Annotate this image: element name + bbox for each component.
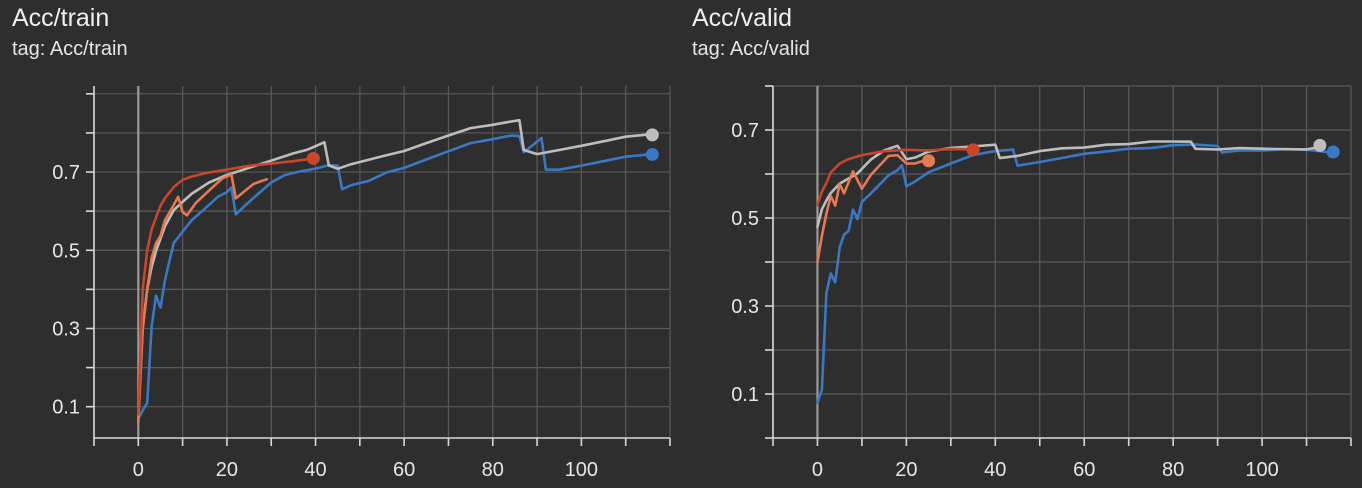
x-tick-label: 20 [895, 459, 917, 481]
chart-title: Acc/valid [692, 4, 793, 32]
series-end-marker [922, 154, 936, 168]
y-tick-label: 0.3 [52, 318, 80, 340]
chart-subtitle: tag: Acc/valid [692, 38, 810, 60]
y-tick-label: 0.3 [731, 296, 759, 318]
series-line [816, 153, 930, 264]
series-line [816, 143, 1335, 405]
x-tick-label: 20 [216, 459, 238, 481]
chart-subtitle: tag: Acc/train [12, 38, 128, 60]
x-tick-label: 0 [133, 459, 144, 481]
chart-card-acc-train: Acc/train tag: Acc/train 0 20 40 60 80 100 0.1… [0, 0, 681, 488]
series-end-marker [306, 151, 320, 165]
series-end-marker [1313, 138, 1327, 152]
y-tick-label: 0.5 [52, 240, 80, 262]
series-end-marker [645, 128, 659, 142]
series-line [137, 173, 269, 424]
series-line [137, 118, 654, 408]
grid [772, 85, 1352, 439]
x-tick-label: 100 [1245, 459, 1278, 481]
x-tick-label: 40 [984, 459, 1006, 481]
y-tick-label: 0.1 [52, 397, 80, 419]
chart-title: Acc/train [12, 4, 110, 32]
series-line [137, 157, 313, 416]
chart-plot-acc-train[interactable]: 0 20 40 60 80 100 0.1 0.3 0.5 0.7 [0, 0, 681, 488]
series-group [137, 118, 654, 424]
x-tick-label: 100 [565, 459, 598, 481]
grid [93, 86, 671, 438]
y-tick-label: 0.1 [731, 384, 759, 406]
series-end-marker [645, 147, 659, 161]
y-tick-label: 0.5 [731, 208, 759, 230]
x-tick-label: 60 [393, 459, 415, 481]
series-line [137, 134, 654, 420]
x-tick-label: 80 [1162, 459, 1184, 481]
x-tick-label: 0 [812, 459, 823, 481]
x-tick-label: 60 [1073, 459, 1095, 481]
series-line [816, 147, 975, 207]
series-end-marker [966, 143, 980, 157]
series-group [816, 140, 1335, 405]
chart-plot-acc-valid[interactable]: 0 20 40 60 80 100 0.1 0.3 0.5 0.7 [681, 0, 1362, 488]
y-tick-label: 0.7 [731, 120, 759, 142]
x-tick-label: 80 [482, 459, 504, 481]
y-tick-label: 0.7 [52, 162, 80, 184]
x-tick-label: 40 [304, 459, 326, 481]
chart-card-acc-valid: Acc/valid tag: Acc/valid 0 20 40 60 80 100 0.1… [681, 0, 1362, 488]
series-end-marker [1326, 145, 1340, 159]
